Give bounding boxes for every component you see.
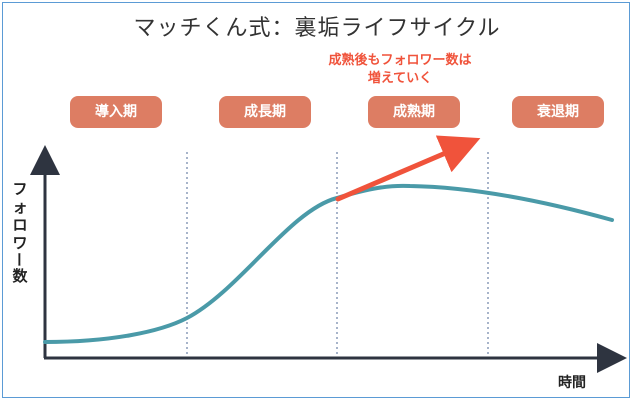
lifecycle-curve (43, 183, 614, 344)
diagram-title: マッチくん式：裏垢ライフサイクル (133, 16, 501, 41)
phase-growth: 成長期 (219, 96, 311, 128)
y-axis-label: フ ォ ロ ワ ー 数 (10, 180, 30, 285)
y-char: ロ (12, 216, 28, 234)
growth-arrow (335, 135, 481, 202)
annotation-line-2: 増えていく (367, 71, 433, 86)
growth-annotation: 成熟後もフォロワー数は 増えていく (300, 52, 500, 88)
y-char: 数 (12, 267, 28, 285)
phase-introduction: 導入期 (70, 96, 162, 128)
y-char: ー (10, 252, 28, 267)
y-char: ォ (12, 198, 28, 216)
x-axis-label: 時間 (558, 375, 586, 391)
phase-decline: 衰退期 (512, 96, 604, 128)
phase-maturity: 成熟期 (368, 96, 460, 128)
y-char: フ (12, 180, 28, 198)
y-char: ワ (12, 234, 28, 252)
annotation-line-1: 成熟後もフォロワー数は (328, 53, 472, 68)
